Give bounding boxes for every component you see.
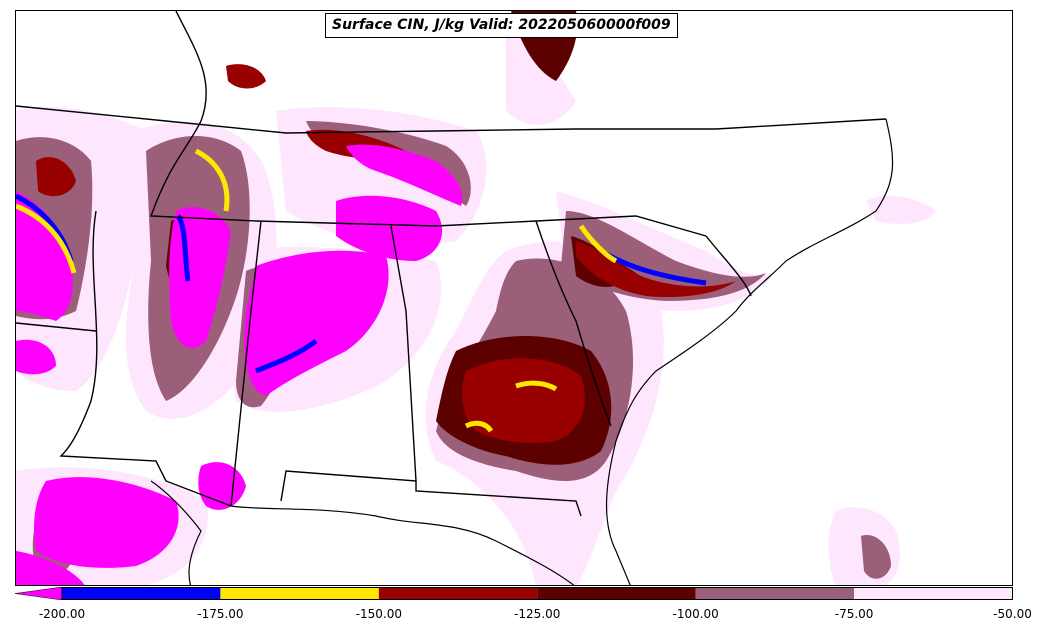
colorbar-segment — [695, 587, 855, 600]
colorbar-segment — [537, 587, 696, 600]
colorbar-tick-label: -125.00 — [514, 607, 561, 621]
colorbar-segment — [220, 587, 379, 600]
colorbar-tick-label: -100.00 — [672, 607, 719, 621]
colorbar-segment — [62, 587, 221, 600]
map-title: Surface CIN, J/kg Valid: 202205060000f00… — [325, 13, 678, 38]
colorbar-tick-label: -175.00 — [197, 607, 244, 621]
colorbar-segment — [378, 587, 538, 600]
state-boundaries — [16, 11, 887, 517]
colorbar-tick-label: -150.00 — [355, 607, 402, 621]
colorbar-tick-label: -75.00 — [834, 607, 874, 621]
colorbar-tick-label: -50.00 — [993, 607, 1032, 621]
colorbar-extend-triangle — [15, 587, 63, 600]
cin-map — [16, 11, 936, 585]
cin-fill-dark-red — [36, 64, 736, 443]
colorbar — [15, 587, 1013, 600]
colorbar-tick-label: -200.00 — [38, 607, 86, 621]
map-panel — [15, 10, 1013, 586]
colorbar-segment — [854, 587, 1013, 600]
coastline — [150, 118, 894, 585]
cin-fill-yellow — [16, 148, 618, 433]
